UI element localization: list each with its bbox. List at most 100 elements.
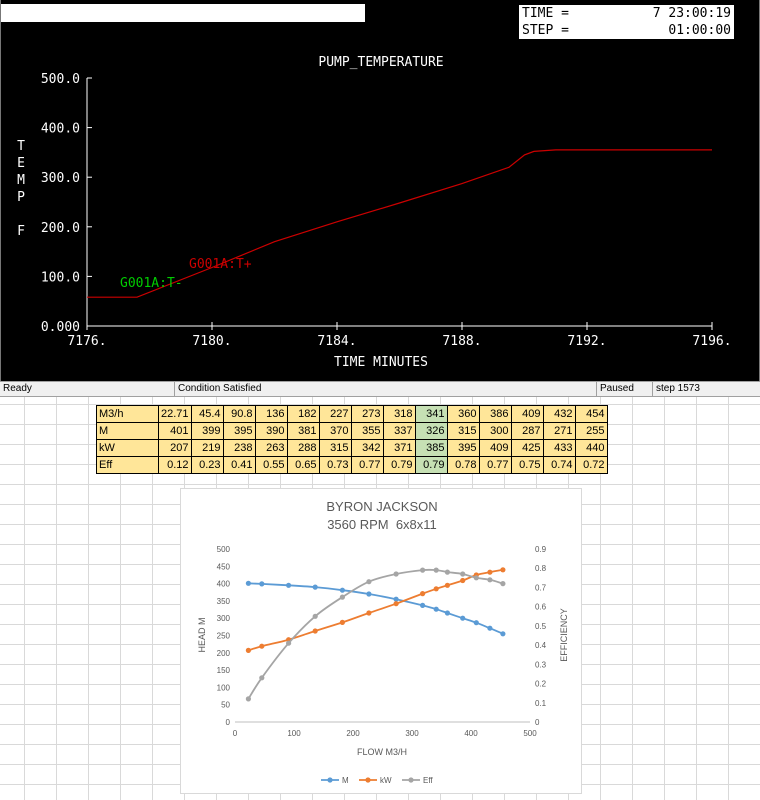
table-cell[interactable]: 386 [478,405,512,423]
table-cell[interactable]: 0.75 [510,456,544,474]
y-tick-label: 400.0 [41,122,80,137]
table-cell[interactable]: 273 [350,405,384,423]
table-cell[interactable]: 409 [478,439,512,457]
data-point-kw [245,647,251,653]
row-header[interactable]: kW [96,439,159,457]
legend-marker-kw [365,777,371,783]
title-input-bar[interactable] [1,4,365,22]
x-tick-label: 100 [287,729,301,738]
temperature-plot: PUMP_TEMPERATURE TIME MINUTES TEMP F 500.… [17,55,732,370]
table-cell[interactable]: 0.73 [318,456,352,474]
table-cell[interactable]: 0.74 [542,456,576,474]
table-cell[interactable]: 271 [542,422,576,440]
table-cell[interactable]: 263 [254,439,288,457]
table-cell[interactable]: 401 [158,422,192,440]
table-cell[interactable]: 315 [318,439,352,457]
table-cell[interactable]: 337 [382,422,416,440]
table-cell[interactable]: 287 [510,422,544,440]
row-header[interactable]: Eff [96,456,159,474]
table-cell[interactable]: 255 [574,422,608,440]
table-cell[interactable]: 288 [286,439,320,457]
table-cell[interactable]: 0.77 [350,456,384,474]
table-cell[interactable]: 0.78 [446,456,480,474]
y-tick-label: 0 [226,718,231,727]
table-cell[interactable]: 381 [286,422,320,440]
table-cell[interactable]: 238 [222,439,256,457]
table-cell[interactable]: 433 [542,439,576,457]
y2-tick-label: 0.5 [535,622,547,631]
table-cell[interactable]: 355 [350,422,384,440]
table-cell[interactable]: 432 [542,405,576,423]
y-axis-label-letter: E [17,156,25,171]
y2-tick-label: 0.8 [535,564,547,573]
table-cell[interactable]: 0.79 [382,456,416,474]
status-bar: Ready Condition Satisfied Paused step 15… [0,381,760,397]
table-cell[interactable]: 440 [574,439,608,457]
data-point-m [366,591,372,597]
table-cell[interactable]: 0.23 [190,456,224,474]
table-cell[interactable]: 0.55 [254,456,288,474]
table-row: Eff 0.12 0.23 0.41 0.55 0.65 0.73 0.77 0.79 0.79 0… [96,456,608,474]
table-cell[interactable]: 399 [190,422,224,440]
table-cell[interactable]: 360 [446,405,480,423]
table-cell[interactable]: 326 [414,422,448,440]
table-cell[interactable]: 342 [350,439,384,457]
legend-marker-eff [408,777,414,783]
y2-tick-label: 0 [535,718,540,727]
pump-curve-chart[interactable]: BYRON JACKSON 3560 RPM 6x8x11 FLOW M3/H … [180,488,582,794]
table-cell[interactable]: 227 [318,405,352,423]
table-cell[interactable]: 370 [318,422,352,440]
data-point-m [339,587,345,593]
table-cell[interactable]: 219 [190,439,224,457]
row-header[interactable]: M3/h [96,405,159,423]
status-step: step 1573 [652,382,760,396]
y-axis-label: TEMP F [17,139,25,239]
status-paused: Paused [596,382,652,396]
table-cell[interactable]: 0.79 [414,456,448,474]
y-tick-label: 450 [217,562,231,571]
x-tick-label: 7188. [442,334,481,349]
y-tick-label: 250 [217,632,231,641]
time-label: TIME = [522,6,569,21]
table-cell[interactable]: 395 [222,422,256,440]
table-cell[interactable]: 0.77 [478,456,512,474]
table-cell[interactable]: 390 [254,422,288,440]
table-cell[interactable]: 300 [478,422,512,440]
table-cell[interactable]: 0.12 [158,456,192,474]
table-cell[interactable]: 425 [510,439,544,457]
row-header[interactable]: M [96,422,159,440]
legend-label-kw: kW [380,776,392,785]
y-tick-label: 100.0 [41,270,80,285]
table-cell[interactable]: 182 [286,405,320,423]
table-cell[interactable]: 207 [158,439,192,457]
data-point-kw [433,586,439,592]
table-cell[interactable]: 454 [574,405,608,423]
data-point-m [420,602,426,608]
data-point-eff [420,567,426,573]
table-cell[interactable]: 315 [446,422,480,440]
table-cell[interactable]: 136 [254,405,288,423]
table-cell[interactable]: 0.65 [286,456,320,474]
table-cell[interactable]: 385 [414,439,448,457]
table-cell[interactable]: 90.8 [222,405,256,423]
data-point-m [286,582,292,588]
table-cell[interactable]: 0.41 [222,456,256,474]
table-cell[interactable]: 341 [414,405,448,423]
table-cell[interactable]: 395 [446,439,480,457]
pump-curve-plot: BYRON JACKSON 3560 RPM 6x8x11 FLOW M3/H … [197,499,569,785]
table-cell[interactable]: 45.4 [190,405,224,423]
data-point-m [444,610,450,616]
table-cell[interactable]: 0.72 [574,456,608,474]
table-cell[interactable]: 22.71 [158,405,192,423]
data-point-kw [444,582,450,588]
table-cell[interactable]: 409 [510,405,544,423]
series-line-eff [247,568,504,700]
table-cell[interactable]: 318 [382,405,416,423]
data-point-kw [460,577,466,584]
table-cell[interactable]: 371 [382,439,416,457]
y2-tick-label: 0.4 [535,641,547,650]
legend-marker-m [327,777,333,783]
data-point-eff [433,567,439,573]
